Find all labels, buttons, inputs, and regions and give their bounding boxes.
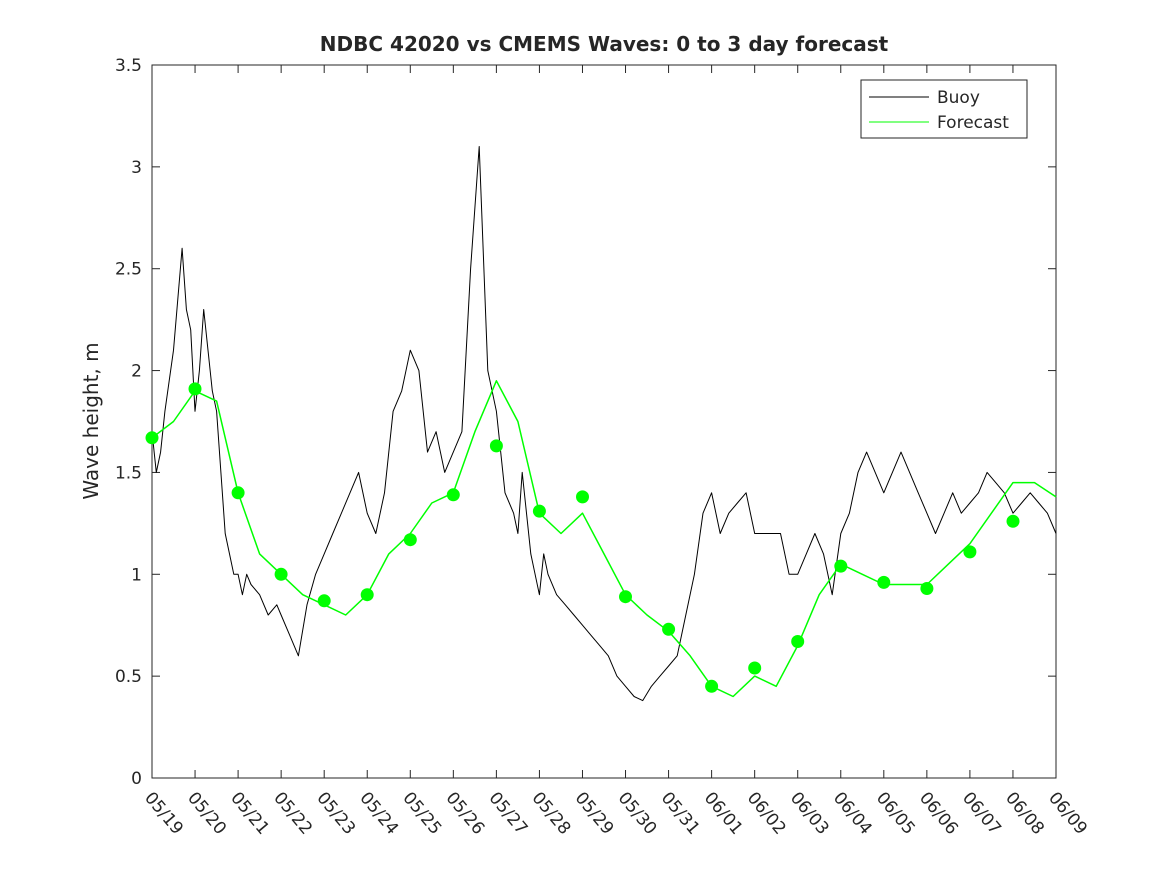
x-tick-label: 06/03 (786, 788, 833, 838)
forecast-marker (662, 622, 676, 636)
forecast-marker (963, 545, 977, 559)
legend-label-forecast: Forecast (937, 113, 1009, 133)
x-tick-label: 05/28 (528, 788, 575, 838)
forecast-marker (403, 533, 417, 547)
forecast-marker (619, 590, 632, 604)
forecast-marker (532, 504, 546, 518)
x-tick-label: 06/06 (915, 788, 962, 838)
x-tick-label: 05/23 (312, 788, 359, 838)
x-tick-label: 05/30 (614, 788, 661, 838)
x-tick-label: 05/20 (183, 788, 230, 838)
x-tick-label: 06/01 (700, 788, 747, 838)
forecast-marker (317, 594, 331, 608)
forecast-marker (188, 382, 202, 396)
x-tick-label: 05/19 (140, 788, 187, 838)
x-tick-label: 06/02 (743, 788, 790, 838)
x-tick-label: 05/29 (571, 788, 618, 838)
forecast-marker (920, 582, 934, 595)
y-tick-label: 3 (131, 158, 142, 178)
forecast-marker (576, 490, 589, 504)
legend: Buoy Forecast (860, 79, 1028, 139)
forecast-marker (705, 679, 719, 693)
x-tick-label: 06/04 (829, 788, 876, 838)
forecast-marker (877, 575, 891, 589)
chart-title: NDBC 42020 vs CMEMS Waves: 0 to 3 day fo… (320, 32, 889, 56)
x-tick-label: 06/07 (958, 788, 1005, 838)
x-tick-label: 05/22 (269, 788, 316, 838)
series-layer (151, 146, 1057, 702)
legend-label-buoy: Buoy (937, 88, 980, 108)
forecast-marker (145, 431, 159, 445)
x-tick-label: 06/05 (872, 788, 919, 838)
series-line-buoy (151, 146, 1057, 702)
forecast-marker (791, 635, 805, 648)
y-axis: 0 0.5 1 1.5 2 2.5 3 3.5 (115, 56, 1056, 789)
y-tick-label: 1.5 (115, 463, 142, 483)
series-line-forecast (151, 380, 1057, 698)
forecast-markers (145, 382, 1020, 693)
forecast-marker (446, 488, 460, 502)
y-tick-label: 2 (131, 362, 142, 382)
plot-area (151, 64, 1057, 779)
y-axis-label: Wave height, m (79, 342, 103, 499)
forecast-marker (274, 567, 288, 581)
forecast-marker (231, 486, 245, 500)
y-tick-label: 0 (131, 769, 142, 789)
x-tick-label: 05/24 (355, 788, 402, 838)
axes (151, 64, 1057, 779)
forecast-marker (489, 439, 503, 453)
x-tick-label: 05/26 (442, 788, 489, 838)
y-tick-label: 1 (131, 565, 142, 585)
x-tick-label: 05/27 (485, 788, 532, 838)
x-tick-label: 05/21 (226, 788, 273, 838)
legend-box (860, 79, 1028, 139)
forecast-marker (748, 661, 762, 675)
x-tick-label: 06/08 (1001, 788, 1048, 838)
y-tick-label: 0.5 (115, 667, 142, 687)
x-tick-label: 05/25 (398, 788, 445, 838)
x-tick-label: 06/09 (1044, 788, 1091, 838)
forecast-marker (360, 588, 374, 602)
forecast-marker (1006, 514, 1020, 528)
forecast-marker (834, 559, 848, 573)
y-tick-label: 3.5 (115, 56, 142, 76)
y-tick-label: 2.5 (115, 260, 142, 280)
x-tick-label: 05/31 (657, 788, 704, 838)
